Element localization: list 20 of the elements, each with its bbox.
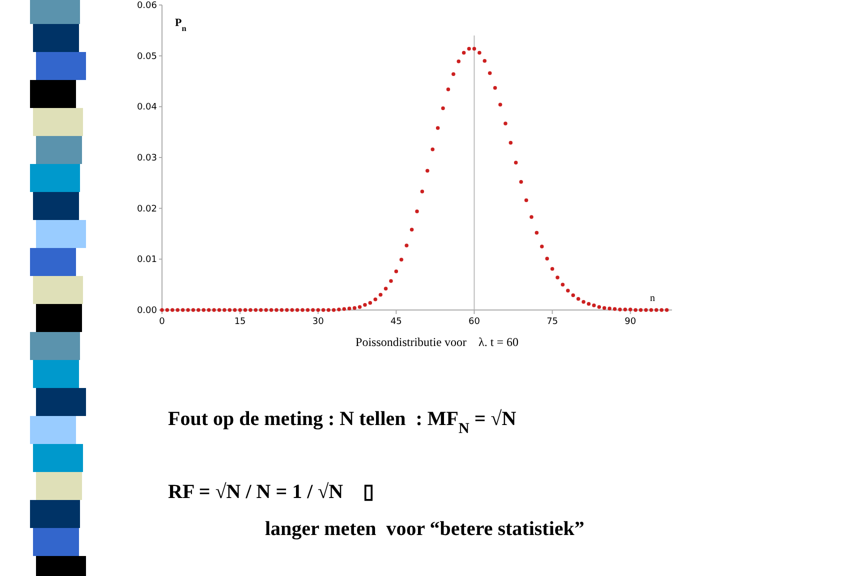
x-axis-title: n [650, 293, 655, 304]
y-tick-label: 0.02 [136, 204, 157, 214]
text: Poissondistributie voor λ. t = 60 [356, 335, 518, 349]
x-tick-label: 0 [159, 317, 166, 327]
x-tick-label: 45 [390, 317, 402, 327]
y-axis-title: P$_{n}$ [175, 17, 187, 32]
x-tick-label: 60 [468, 317, 480, 327]
x-tick-label: 30 [312, 317, 324, 327]
x-tick-label: 75 [546, 317, 558, 327]
text: langer meten voor “betere statistiek” [265, 518, 584, 540]
y-tick-label: 0.03 [136, 154, 157, 164]
text: RF = √N / N = 1 / √N ▯ [168, 481, 374, 503]
y-tick-label: 0.00 [136, 306, 158, 316]
y-tick-label: 0.06 [136, 1, 158, 11]
y-tick-label: 0.01 [136, 255, 157, 266]
x-tick-label: 90 [624, 317, 636, 327]
text: Fout op de meting : N tellen : MF$_{N}$ = √N [168, 408, 517, 437]
y-tick-label: 0.04 [136, 102, 158, 113]
y-tick-label: 0.05 [136, 52, 157, 62]
x-tick-label: 15 [234, 317, 246, 327]
